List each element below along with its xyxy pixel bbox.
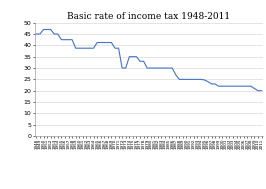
Title: Basic rate of income tax 1948-2011: Basic rate of income tax 1948-2011 [67,12,231,21]
